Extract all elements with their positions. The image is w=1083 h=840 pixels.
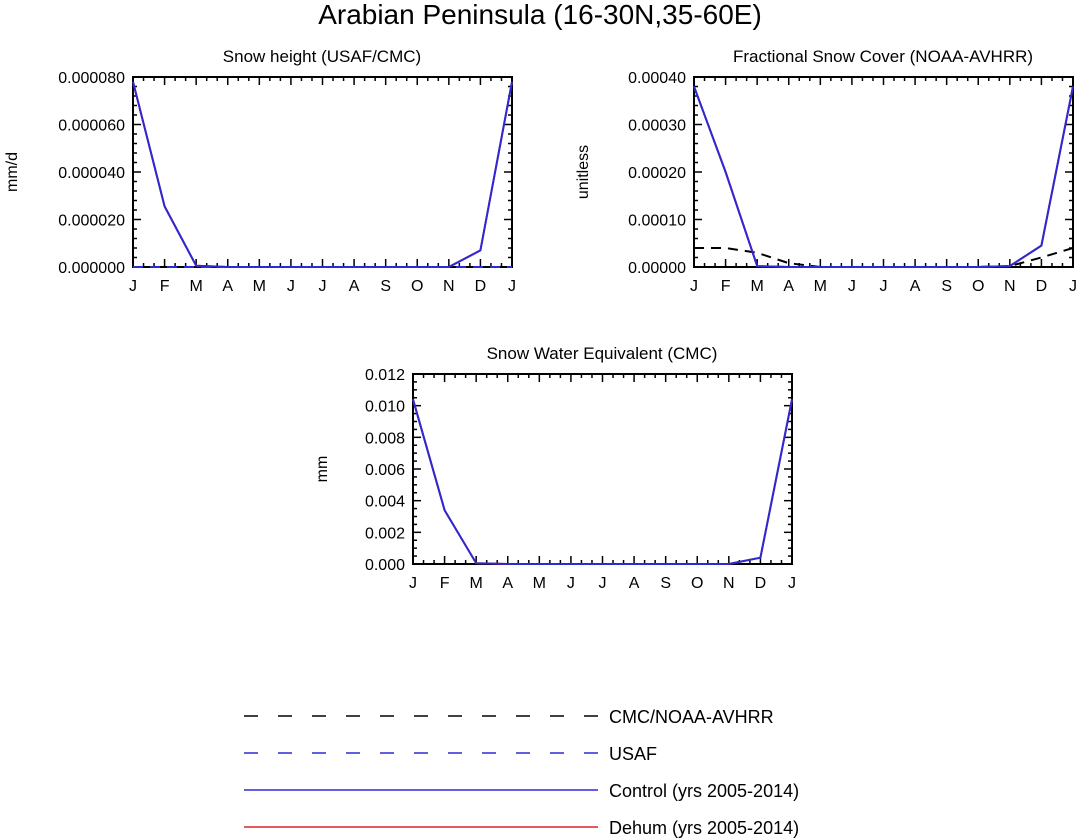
y-tick-label: 0.000000 — [58, 260, 125, 277]
x-tick-label: D — [755, 575, 767, 592]
x-tick-label: M — [751, 278, 764, 295]
x-tick-label: D — [475, 278, 487, 295]
y-axis-label: unitless — [575, 145, 592, 199]
y-axis-label: mm/d — [4, 152, 21, 192]
legend-label: Dehum (yrs 2005-2014) — [609, 818, 799, 838]
y-tick-label: 0.000080 — [58, 70, 125, 87]
y-tick-label: 0.006 — [365, 462, 405, 479]
x-tick-label: J — [567, 575, 575, 592]
figure-title: Arabian Peninsula (16-30N,35-60E) — [318, 0, 762, 30]
x-tick-label: N — [1004, 278, 1016, 295]
x-tick-label: A — [222, 278, 233, 295]
x-tick-label: J — [508, 278, 516, 295]
x-tick-label: F — [440, 575, 450, 592]
legend-label: CMC/NOAA-AVHRR — [609, 707, 774, 727]
x-tick-label: J — [1069, 278, 1077, 295]
x-tick-label: O — [411, 278, 423, 295]
y-axis-label: mm — [314, 456, 331, 483]
x-tick-label: M — [253, 278, 266, 295]
x-tick-label: F — [721, 278, 731, 295]
y-tick-label: 0.002 — [365, 525, 405, 542]
x-tick-label: M — [814, 278, 827, 295]
legend-label: Control (yrs 2005-2014) — [609, 781, 799, 801]
x-tick-label: O — [972, 278, 984, 295]
x-tick-label: J — [599, 575, 607, 592]
plot-frame — [132, 76, 513, 268]
chart-snow-water-equivalent: Snow Water Equivalent (CMC) mm J F M A M J J A S… — [314, 344, 796, 592]
x-tick-label: M — [190, 278, 203, 295]
chart-snow-height: Snow height (USAF/CMC) mm/d J F M A M J J A S O N D… — [4, 47, 516, 295]
y-tick-label: 0.000 — [365, 557, 405, 574]
x-tick-label: A — [349, 278, 360, 295]
x-tick-label: F — [160, 278, 170, 295]
x-tick-label: J — [880, 278, 888, 295]
x-tick-label: J — [409, 575, 417, 592]
x-tick-label: A — [783, 278, 794, 295]
x-tick-label: A — [502, 575, 513, 592]
y-tick-label: 0.00010 — [628, 213, 686, 230]
x-tick-label: A — [629, 575, 640, 592]
x-tick-label: D — [1036, 278, 1048, 295]
series-line-control — [693, 86, 1074, 268]
chart-fractional-snow-cover: Fractional Snow Cover (NOAA-AVHRR) unitl… — [575, 47, 1077, 295]
legend: CMC/NOAA-AVHRR USAF Control (yrs 2005-2014… — [244, 707, 799, 838]
y-tick-label: 0.012 — [365, 367, 405, 384]
x-tick-label: N — [443, 278, 455, 295]
y-tick-label: 0.000040 — [58, 165, 125, 182]
y-tick-label: 0.004 — [365, 494, 405, 511]
x-tick-label: J — [287, 278, 295, 295]
series-line-dehum — [412, 399, 793, 565]
x-tick-label: J — [788, 575, 796, 592]
legend-label: USAF — [609, 744, 657, 764]
series-line-control — [412, 399, 793, 565]
y-tick-label: 0.00000 — [628, 260, 686, 277]
chart-title: Fractional Snow Cover (NOAA-AVHRR) — [733, 47, 1033, 66]
y-tick-label: 0.000060 — [58, 118, 125, 135]
x-tick-label: J — [848, 278, 856, 295]
plot-frame — [693, 76, 1074, 268]
x-tick-label: J — [319, 278, 327, 295]
y-tick-label: 0.000020 — [58, 213, 125, 230]
plot-frame — [412, 373, 793, 565]
y-tick-label: 0.00020 — [628, 165, 686, 182]
chart-title: Snow height (USAF/CMC) — [223, 47, 421, 66]
x-tick-label: J — [690, 278, 698, 295]
x-tick-label: S — [660, 575, 671, 592]
x-tick-label: N — [723, 575, 735, 592]
y-tick-label: 0.00040 — [628, 70, 686, 87]
x-tick-label: S — [941, 278, 952, 295]
x-tick-label: M — [533, 575, 546, 592]
x-tick-label: A — [910, 278, 921, 295]
y-tick-label: 0.008 — [365, 430, 405, 447]
chart-title: Snow Water Equivalent (CMC) — [487, 344, 718, 363]
x-tick-label: J — [129, 278, 137, 295]
series-line-dehum — [693, 86, 1074, 268]
x-tick-label: O — [691, 575, 703, 592]
series-line-control — [132, 81, 513, 268]
series-line-dehum — [132, 81, 513, 268]
y-tick-label: 0.010 — [365, 399, 405, 416]
y-tick-label: 0.00030 — [628, 118, 686, 135]
x-tick-label: S — [380, 278, 391, 295]
x-tick-label: M — [470, 575, 483, 592]
